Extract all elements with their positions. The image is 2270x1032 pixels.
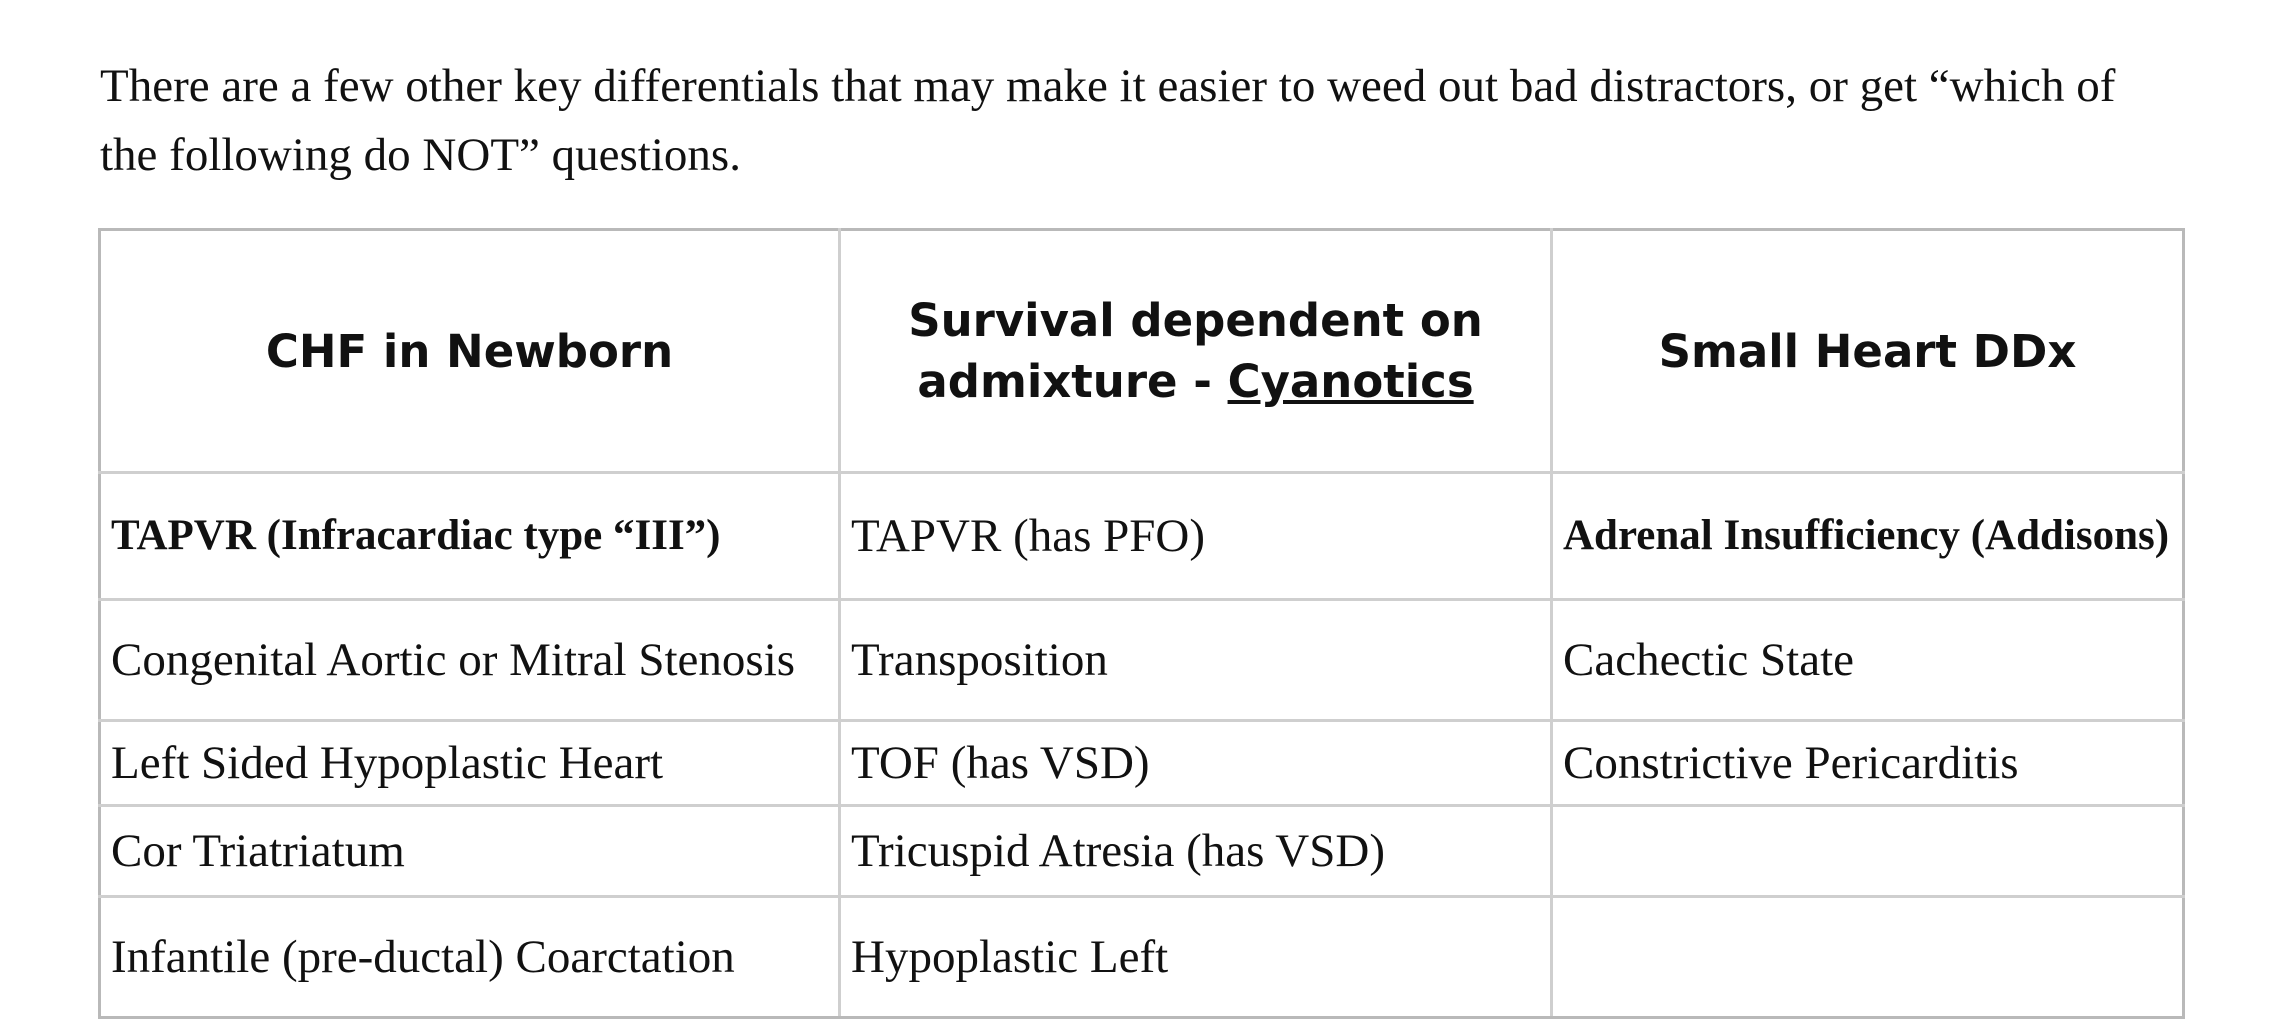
- table-header-row: CHF in Newborn Survival dependent on adm…: [98, 228, 2185, 474]
- table-cell: [1550, 804, 2185, 898]
- table-cell: TOF (has VSD): [838, 719, 1553, 807]
- table-cell: TAPVR (has PFO): [838, 471, 1553, 601]
- table-cell: Congenital Aortic or Mitral Stenosis: [98, 598, 841, 722]
- table-cell: Tricuspid Atresia (has VSD): [838, 804, 1553, 898]
- header-cyanotics: Cyanotics: [1227, 355, 1474, 408]
- table-cell: Hypoplastic Left: [838, 895, 1553, 1019]
- differentials-table: CHF in Newborn Survival dependent on adm…: [98, 228, 2185, 1019]
- table-cell: Constrictive Pericarditis: [1550, 719, 2185, 807]
- table-cell: Cachectic State: [1550, 598, 2185, 722]
- intro-paragraph: There are a few other key differentials …: [100, 60, 2116, 181]
- header-survival-admixture: Survival dependent on admixture - Cyanot…: [838, 228, 1553, 474]
- table-row: Congenital Aortic or Mitral Stenosis Tra…: [98, 598, 2185, 722]
- table-cell: Cor Triatriatum: [98, 804, 841, 898]
- table-cell: [1550, 895, 2185, 1019]
- header-survival-prefix: Survival dependent on admixture -: [908, 294, 1483, 408]
- table-cell: Infantile (pre-ductal) Coarctation: [98, 895, 841, 1019]
- table-cell: Transposition: [838, 598, 1553, 722]
- table-cell: Adrenal Insufficiency (Addisons): [1550, 471, 2185, 601]
- table-row: Cor Triatriatum Tricuspid Atresia (has V…: [98, 804, 2185, 898]
- table-cell: TAPVR (Infracardiac type “III”): [98, 471, 841, 601]
- header-chf-in-newborn: CHF in Newborn: [98, 228, 841, 474]
- table-cell: Left Sided Hypoplastic Heart: [98, 719, 841, 807]
- table-row: TAPVR (Infracardiac type “III”) TAPVR (h…: [98, 471, 2185, 601]
- table-row: Left Sided Hypoplastic Heart TOF (has VS…: [98, 719, 2185, 807]
- table-row: Infantile (pre-ductal) Coarctation Hypop…: [98, 895, 2185, 1019]
- header-small-heart-ddx: Small Heart DDx: [1550, 228, 2185, 474]
